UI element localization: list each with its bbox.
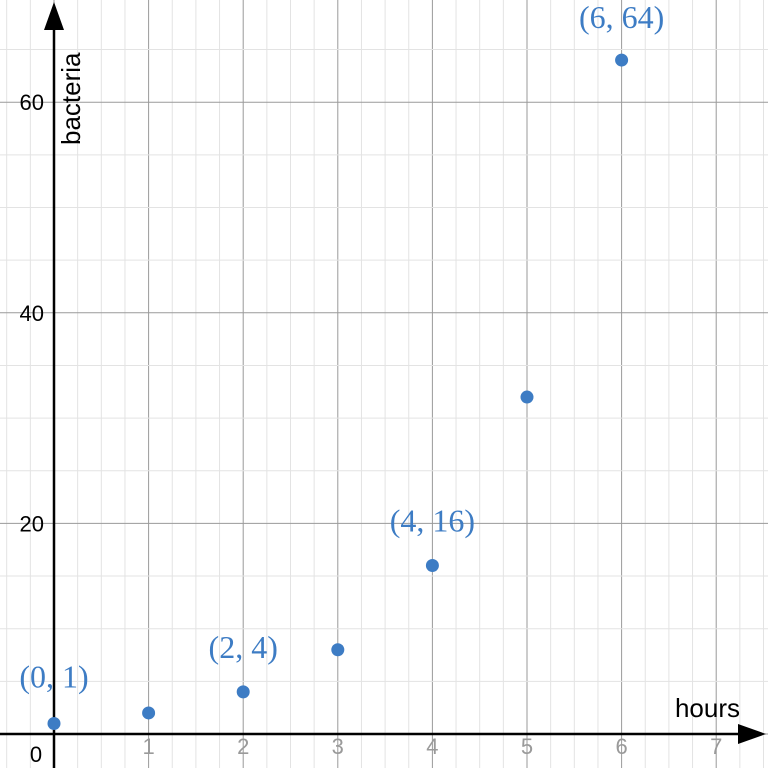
y-tick-label: 40: [20, 301, 44, 326]
x-tick-label: 7: [710, 734, 722, 759]
y-axis-arrow: [44, 2, 64, 30]
data-point: [142, 706, 156, 720]
tick-labels: 1 2 3 4 5 6 7 20 40 60: [20, 90, 723, 759]
origin-label: 0: [30, 742, 42, 767]
point-labels: (0, 1) (2, 4) (4, 16) (6, 64): [19, 0, 664, 694]
y-tick-label: 60: [20, 90, 44, 115]
data-point: [47, 716, 61, 730]
data-point: [425, 559, 439, 573]
y-tick-label: 20: [20, 511, 44, 536]
x-tick-label: 5: [521, 734, 533, 759]
x-tick-label: 2: [237, 734, 249, 759]
x-tick-label: 1: [142, 734, 154, 759]
point-label: (4, 16): [390, 503, 475, 539]
x-axis-arrow: [738, 724, 766, 744]
x-tick-label: 6: [615, 734, 627, 759]
data-point: [236, 685, 250, 699]
point-label: (2, 4): [209, 629, 278, 665]
x-tick-label: 3: [332, 734, 344, 759]
x-tick-label: 4: [426, 734, 438, 759]
x-axis-label: hours: [675, 693, 740, 723]
data-points: [47, 53, 629, 730]
point-label: (6, 64): [579, 0, 664, 35]
point-label: (0, 1): [19, 658, 88, 694]
y-axis-label: bacteria: [56, 52, 86, 145]
data-point: [331, 643, 345, 657]
data-point: [520, 390, 534, 404]
data-point: [615, 53, 629, 67]
